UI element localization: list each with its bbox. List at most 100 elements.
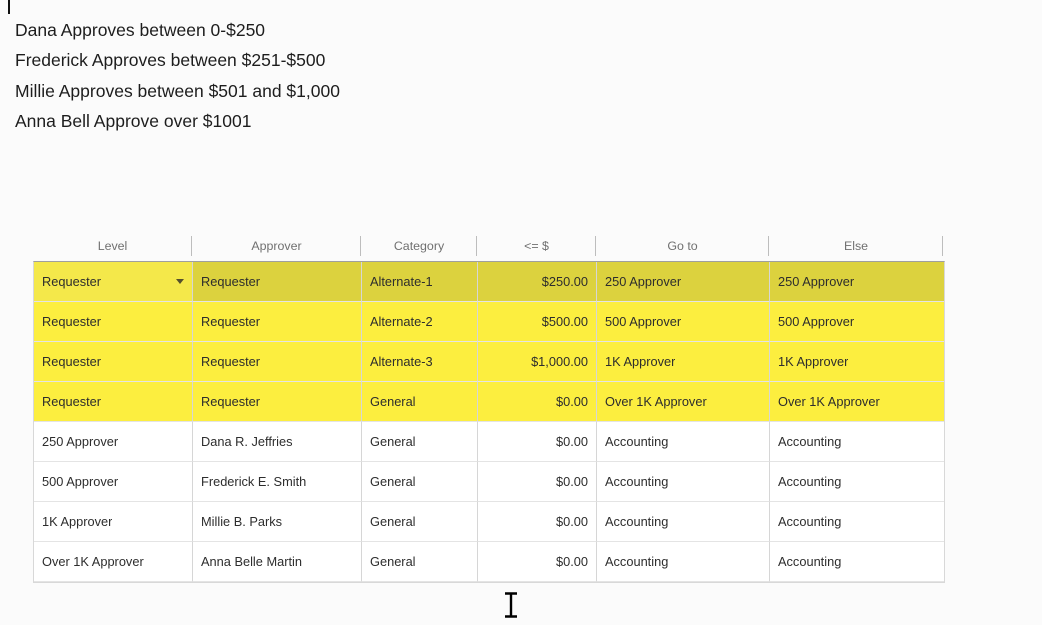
cell-text: Accounting [605,514,669,529]
cell-text: $500.00 [541,314,588,329]
column-header-else[interactable]: Else [769,231,943,261]
grid-cell-goto[interactable]: 250 Approver [597,262,770,302]
grid-cell-category[interactable]: Alternate-2 [362,302,478,342]
cell-text: Requester [201,274,261,289]
cell-text: Accounting [605,434,669,449]
column-header-approver[interactable]: Approver [192,231,361,261]
approval-routing-grid: Level Approver Category <= $ Go to Else Reque… [33,231,945,583]
cell-text: 250 Approver [42,434,119,449]
cell-text: Accounting [778,514,842,529]
cell-text: Requester [201,314,261,329]
cell-text: 250 Approver [778,274,855,289]
grid-cell-approver[interactable]: Frederick E. Smith [193,462,362,502]
grid-cell-amount[interactable]: $0.00 [478,462,597,502]
grid-row: 500 Approver Frederick E. Smith General $0.… [34,462,944,502]
cell-text: 500 Approver [605,314,682,329]
grid-cell-approver[interactable]: Dana R. Jeffries [193,422,362,462]
grid-cell-else[interactable]: 500 Approver [770,302,944,342]
cell-text: Accounting [778,434,842,449]
cell-text: $1,000.00 [531,354,588,369]
cell-text: Frederick E. Smith [201,474,307,489]
cell-text: Alternate-2 [370,314,433,329]
grid-cell-else[interactable]: Accounting [770,422,944,462]
note-line: Frederick Approves between $251-$500 [15,50,326,71]
cell-text: Alternate-1 [370,274,433,289]
grid-cell-category[interactable]: General [362,382,478,422]
cell-text: Requester [42,394,102,409]
grid-row: 250 Approver Dana R. Jeffries General $0.00… [34,422,944,462]
grid-cell-goto[interactable]: Over 1K Approver [597,382,770,422]
column-header-category[interactable]: Category [361,231,477,261]
grid-cell-amount[interactable]: $1,000.00 [478,342,597,382]
cell-text: Dana R. Jeffries [201,434,293,449]
grid-cell-else[interactable]: 250 Approver [770,262,944,302]
column-header-goto[interactable]: Go to [596,231,769,261]
approval-notes: Dana Approves between 0-$250 Frederick A… [15,15,340,136]
note-line: Dana Approves between 0-$250 [15,20,266,40]
grid-cell-amount[interactable]: $500.00 [478,302,597,342]
grid-cell-goto[interactable]: Accounting [597,542,770,582]
grid-cell-category[interactable]: General [362,462,478,502]
grid-cell-else[interactable]: Over 1K Approver [770,382,944,422]
column-header-amount[interactable]: <= $ [477,231,596,261]
grid-cell-level[interactable]: Requester [34,382,193,422]
cell-text: Requester [42,354,102,369]
grid-cell-goto[interactable]: Accounting [597,422,770,462]
grid-cell-amount[interactable]: $0.00 [478,502,597,542]
grid-cell-approver[interactable]: Requester [193,302,362,342]
grid-cell-else[interactable]: Accounting [770,542,944,582]
grid-cell-level[interactable]: Requester [34,262,193,302]
grid-cell-goto[interactable]: Accounting [597,502,770,542]
grid-cell-level[interactable]: Requester [34,342,193,382]
grid-cell-level[interactable]: 500 Approver [34,462,193,502]
grid-row: Requester Requester Alternate-1 $250.00 250 … [34,262,944,302]
grid-cell-amount[interactable]: $0.00 [478,422,597,462]
grid-cell-amount[interactable]: $0.00 [478,382,597,422]
grid-cell-approver[interactable]: Requester [193,382,362,422]
grid-cell-approver[interactable]: Requester [193,262,362,302]
grid-cell-level[interactable]: 1K Approver [34,502,193,542]
grid-cell-else[interactable]: Accounting [770,462,944,502]
grid-cell-approver[interactable]: Requester [193,342,362,382]
grid-cell-category[interactable]: Alternate-3 [362,342,478,382]
cell-text: General [370,434,416,449]
grid-cell-else[interactable]: Accounting [770,502,944,542]
cell-text: Requester [201,394,261,409]
cell-text: 500 Approver [778,314,855,329]
cell-text: Anna Belle Martin [201,554,303,569]
grid-cell-level[interactable]: Requester [34,302,193,342]
grid-cell-category[interactable]: General [362,542,478,582]
grid-body: Requester Requester Alternate-1 $250.00 250 … [33,261,945,583]
cell-text: $0.00 [555,554,588,569]
grid-cell-goto[interactable]: 1K Approver [597,342,770,382]
text-ibeam-cursor [501,591,521,619]
grid-cell-level[interactable]: Over 1K Approver [34,542,193,582]
grid-cell-level[interactable]: 250 Approver [34,422,193,462]
grid-cell-goto[interactable]: Accounting [597,462,770,502]
cell-text: 1K Approver [605,354,676,369]
grid-cell-amount[interactable]: $0.00 [478,542,597,582]
grid-cell-goto[interactable]: 500 Approver [597,302,770,342]
column-header-level[interactable]: Level [33,231,192,261]
text-caret [8,0,10,14]
grid-cell-amount[interactable]: $250.00 [478,262,597,302]
cell-text: $0.00 [555,434,588,449]
grid-row: Requester Requester Alternate-2 $500.00 500 … [34,302,944,342]
grid-cell-category[interactable]: General [362,502,478,542]
grid-cell-else[interactable]: 1K Approver [770,342,944,382]
note-line: Anna Bell Approve over $1001 [15,110,252,131]
cell-text: Accounting [778,474,842,489]
grid-cell-approver[interactable]: Anna Belle Martin [193,542,362,582]
cell-text: Accounting [605,474,669,489]
cell-text: Requester [42,274,102,289]
grid-cell-approver[interactable]: Millie B. Parks [193,502,362,542]
cell-text: $0.00 [555,514,588,529]
grid-row: 1K Approver Millie B. Parks General $0.00 Ac… [34,502,944,542]
grid-header-row: Level Approver Category <= $ Go to Else [33,231,945,261]
cell-text: $0.00 [555,474,588,489]
grid-cell-category[interactable]: General [362,422,478,462]
grid-cell-category[interactable]: Alternate-1 [362,262,478,302]
note-line: Millie Approves between $501 and $1,000 [15,80,340,101]
dropdown-arrow-icon[interactable] [176,279,184,284]
grid-row: Requester Requester General $0.00 Over 1K Ap… [34,382,944,422]
